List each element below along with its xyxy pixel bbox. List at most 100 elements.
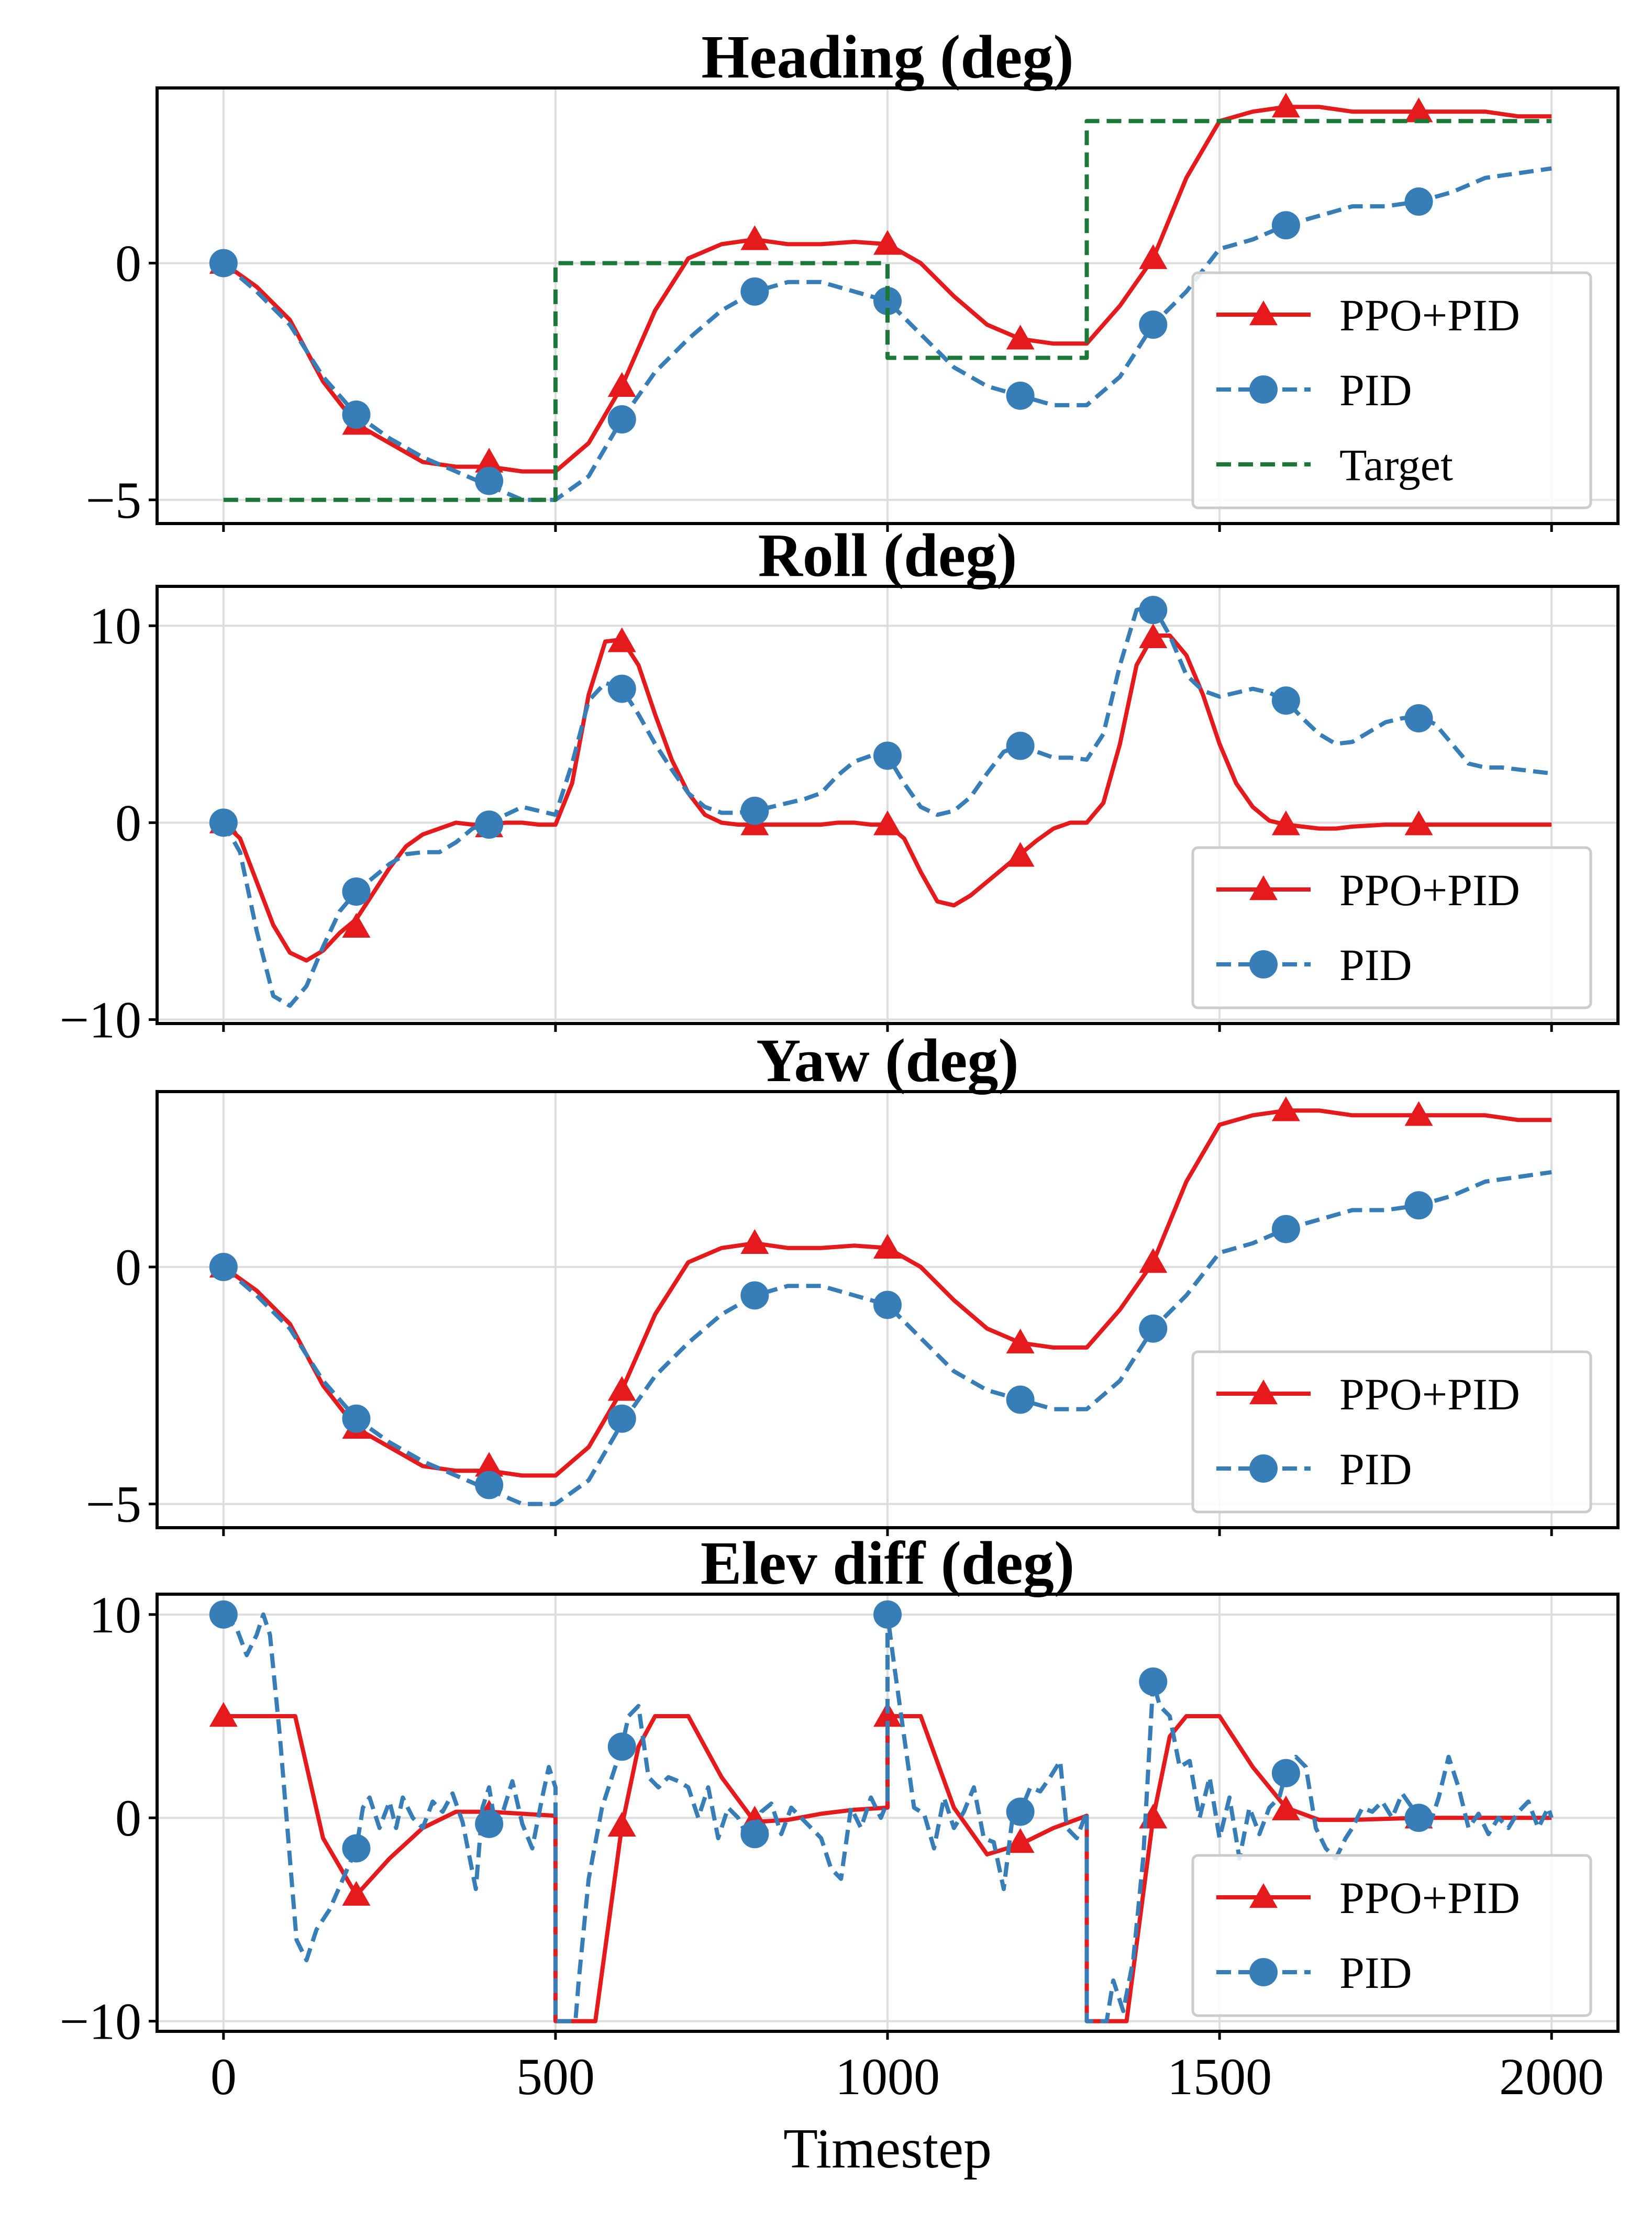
- data-point-ppo-pid: [740, 225, 769, 250]
- legend-label: PPO+PID: [1339, 1369, 1520, 1419]
- y-tick-label: −10: [60, 991, 141, 1049]
- chart-title: Yaw (deg): [756, 1026, 1018, 1095]
- data-point-pid: [1139, 596, 1168, 625]
- data-point-ppo-pid: [1404, 810, 1433, 836]
- legend-label: PID: [1339, 365, 1412, 415]
- series-pid: [209, 1170, 1552, 1506]
- data-point-ppo-pid: [475, 1452, 504, 1477]
- legend-item-pid: PID: [1216, 1444, 1412, 1494]
- data-point-pid: [607, 1732, 636, 1761]
- y-tick-label: 10: [89, 1586, 141, 1644]
- legend-label: PPO+PID: [1339, 290, 1520, 340]
- data-point-pid: [1139, 310, 1168, 339]
- panel-roll-deg: −10 0 10 Roll (deg) PPO+PID PID: [60, 521, 1620, 1049]
- data-point-pid: [740, 277, 769, 306]
- legend: PPO+PID PID Target: [1191, 271, 1592, 509]
- legend-label: PID: [1339, 1444, 1412, 1494]
- data-point-pid: [1404, 1804, 1433, 1832]
- data-point-pid: [873, 741, 902, 770]
- series-target: [223, 119, 1552, 502]
- legend-marker: [1249, 1958, 1278, 1986]
- data-point-pid: [740, 796, 769, 825]
- y-tick-label: 0: [115, 1238, 141, 1296]
- data-point-pid: [1271, 1759, 1300, 1787]
- y-tick-label: 0: [115, 1789, 141, 1847]
- legend-item-ppo-pid: PPO+PID: [1216, 865, 1520, 915]
- data-point-ppo-pid: [342, 913, 371, 938]
- data-point-ppo-pid: [873, 1702, 902, 1727]
- data-point-pid: [342, 1404, 371, 1433]
- data-point-pid: [607, 674, 636, 703]
- data-point-ppo-pid: [1271, 1096, 1300, 1121]
- x-tick-label: 500: [516, 2048, 595, 2106]
- data-point-pid: [209, 808, 238, 837]
- legend-marker: [1249, 950, 1278, 978]
- series-line-target: [223, 119, 1552, 502]
- data-point-ppo-pid: [1006, 1828, 1035, 1853]
- y-tick-label: −10: [60, 1993, 141, 2051]
- y-tick-label: 0: [115, 794, 141, 852]
- data-point-ppo-pid: [1139, 244, 1168, 269]
- data-point-pid: [1139, 1667, 1168, 1696]
- data-point-ppo-pid: [607, 627, 636, 652]
- data-point-pid: [209, 1600, 238, 1629]
- legend: PPO+PID PID: [1191, 1854, 1592, 2017]
- data-point-ppo-pid: [209, 1702, 238, 1727]
- chart-title: Roll (deg): [758, 521, 1017, 590]
- data-point-pid: [209, 1253, 238, 1282]
- legend-marker: [1249, 1883, 1278, 1908]
- legend-label: PPO+PID: [1339, 1873, 1520, 1923]
- data-point-pid: [873, 286, 902, 315]
- data-point-pid: [475, 810, 504, 839]
- data-point-pid: [607, 405, 636, 434]
- legend-marker: [1249, 1454, 1278, 1483]
- data-point-pid: [1006, 381, 1035, 410]
- legend-item-ppo-pid: PPO+PID: [1216, 1873, 1520, 1923]
- data-point-pid: [1006, 1385, 1035, 1414]
- legend-item-pid: PID: [1216, 1948, 1412, 1998]
- data-point-pid: [607, 1404, 636, 1433]
- data-point-ppo-pid: [1404, 1101, 1433, 1126]
- series-pid: [209, 166, 1552, 502]
- legend-marker: [1249, 301, 1278, 326]
- y-ticks: −10 0 10: [60, 597, 157, 1049]
- data-point-pid: [1404, 1191, 1433, 1220]
- y-tick-label: 0: [115, 235, 141, 293]
- legend-item-pid: PID: [1216, 940, 1412, 990]
- data-point-pid: [475, 466, 504, 495]
- data-point-ppo-pid: [1006, 842, 1035, 867]
- panel-yaw-deg: −5 0 Yaw (deg) PPO+PID PID: [86, 1026, 1620, 1536]
- data-point-pid: [209, 249, 238, 277]
- x-axis-label: Timestep: [783, 2118, 992, 2180]
- x-tick-label: 1500: [1167, 2048, 1272, 2106]
- data-point-pid: [475, 1809, 504, 1838]
- legend-label: PPO+PID: [1339, 865, 1520, 915]
- data-point-pid: [873, 1291, 902, 1319]
- data-point-ppo-pid: [607, 1811, 636, 1837]
- x-tick-label: 1000: [835, 2048, 940, 2106]
- legend: PPO+PID PID: [1191, 846, 1592, 1009]
- legend-label: PID: [1339, 940, 1412, 990]
- data-point-ppo-pid: [740, 1229, 769, 1254]
- data-point-pid: [873, 1600, 902, 1629]
- x-tick-label: 0: [210, 2048, 237, 2106]
- legend-marker: [1249, 875, 1278, 900]
- chart-title: Heading (deg): [701, 23, 1073, 91]
- data-point-pid: [740, 1281, 769, 1310]
- series-line-ppo-pid: [222, 633, 1552, 963]
- data-point-ppo-pid: [1139, 1248, 1168, 1273]
- legend-box: [1191, 271, 1592, 509]
- data-point-pid: [342, 401, 371, 429]
- data-point-pid: [1404, 187, 1433, 216]
- y-tick-label: −5: [86, 1475, 141, 1533]
- series-pid: [209, 596, 1552, 1008]
- data-point-ppo-pid: [873, 810, 902, 836]
- data-point-pid: [1271, 211, 1300, 240]
- y-ticks: −10 0 10: [60, 1586, 157, 2051]
- data-point-pid: [475, 1471, 504, 1499]
- legend-marker: [1249, 375, 1278, 404]
- data-point-pid: [1139, 1314, 1168, 1343]
- legend-label: Target: [1339, 440, 1453, 490]
- data-point-pid: [1271, 686, 1300, 715]
- series-line-pid: [222, 166, 1552, 502]
